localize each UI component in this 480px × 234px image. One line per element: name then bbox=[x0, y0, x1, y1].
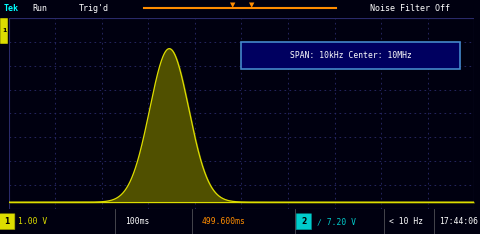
Text: ▼: ▼ bbox=[230, 3, 236, 9]
Text: 1: 1 bbox=[2, 29, 7, 33]
Text: 1.00 V: 1.00 V bbox=[18, 217, 48, 226]
FancyBboxPatch shape bbox=[0, 18, 8, 44]
Text: 499.600ms: 499.600ms bbox=[202, 217, 245, 226]
FancyBboxPatch shape bbox=[0, 214, 15, 230]
Text: Tek: Tek bbox=[4, 4, 19, 13]
Text: Noise Filter Off: Noise Filter Off bbox=[370, 4, 450, 13]
Text: 2: 2 bbox=[301, 217, 306, 226]
Text: ▼: ▼ bbox=[249, 3, 255, 9]
Text: 1: 1 bbox=[5, 217, 10, 226]
Text: SPAN: 10kHz Center: 10MHz: SPAN: 10kHz Center: 10MHz bbox=[290, 51, 412, 60]
Text: ∕ 7.20 V: ∕ 7.20 V bbox=[317, 217, 356, 226]
FancyBboxPatch shape bbox=[241, 43, 460, 69]
Text: < 10 Hz: < 10 Hz bbox=[389, 217, 423, 226]
Text: Run: Run bbox=[33, 4, 48, 13]
Text: 17:44:06: 17:44:06 bbox=[439, 217, 478, 226]
Text: Trig'd: Trig'd bbox=[79, 4, 109, 13]
FancyBboxPatch shape bbox=[296, 214, 312, 230]
Text: 100ms: 100ms bbox=[125, 217, 149, 226]
